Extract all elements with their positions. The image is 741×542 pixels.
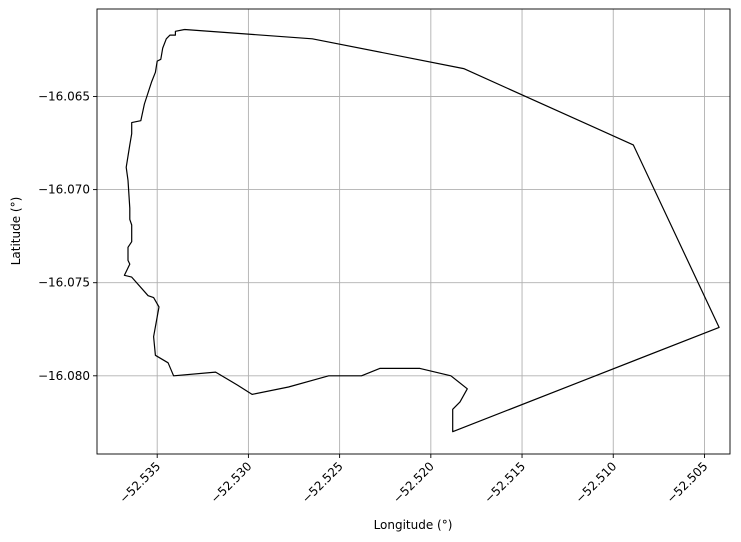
- x-tick-label: −52.505: [664, 459, 711, 506]
- y-tick-label: −16.070: [38, 183, 90, 197]
- x-axis-ticks: −52.535 −52.530 −52.525 −52.520 −52.515 −52.5…: [117, 454, 711, 506]
- x-tick-label: −52.525: [299, 459, 346, 506]
- x-axis-label: Longitude (°): [374, 518, 453, 532]
- y-tick-label: −16.080: [38, 369, 90, 383]
- grid-lines: [97, 9, 730, 454]
- x-tick-label: −52.510: [573, 459, 620, 506]
- x-tick-label: −52.515: [481, 459, 528, 506]
- x-tick-label: −52.535: [117, 459, 164, 506]
- plot-frame: [96, 8, 731, 455]
- y-tick-label: −16.075: [38, 276, 90, 290]
- x-tick-label: −52.530: [208, 459, 255, 506]
- y-axis-ticks: −16.065 −16.070 −16.075 −16.080: [38, 90, 97, 383]
- y-axis-label: Latitude (°): [9, 197, 23, 266]
- y-tick-label: −16.065: [38, 90, 90, 104]
- boundary-layer: [123, 28, 720, 433]
- boundary-line: [123, 28, 720, 433]
- x-tick-label: −52.520: [390, 459, 437, 506]
